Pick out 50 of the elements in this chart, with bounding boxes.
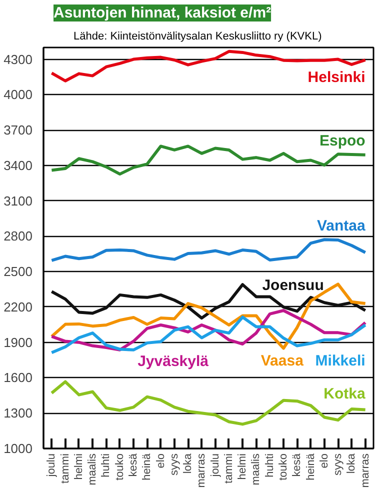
y-tick-label: 1300 bbox=[4, 406, 32, 421]
x-tick-label: loka bbox=[346, 452, 358, 474]
x-tick-label: huhti bbox=[100, 453, 112, 478]
x-tick-label: maalis bbox=[250, 453, 262, 486]
y-tick-label: 3400 bbox=[4, 158, 32, 173]
x-tick-label: joulu bbox=[46, 453, 58, 478]
x-tick-label: heinä bbox=[304, 452, 317, 480]
x-tick-label: helmi bbox=[72, 453, 85, 480]
y-tick-label: 1600 bbox=[4, 370, 32, 386]
line-series bbox=[50, 238, 367, 262]
y-tick-label: 3700 bbox=[4, 122, 32, 138]
x-tick-label: syys bbox=[168, 453, 180, 476]
series-label: Jyväskylä bbox=[138, 353, 210, 370]
y-tick-label: 1900 bbox=[4, 334, 32, 350]
y-tick-label: 2500 bbox=[4, 264, 32, 280]
x-tick-label: elo bbox=[154, 453, 167, 468]
series-label: Espoo bbox=[319, 132, 366, 150]
x-tick-label: touko bbox=[278, 453, 290, 480]
series-label: Mikkeli bbox=[315, 352, 366, 370]
series-label: Helsinki bbox=[308, 69, 366, 86]
y-tick-label: 3100 bbox=[4, 193, 32, 208]
x-tick-label: kesä bbox=[291, 452, 304, 477]
x-tick-label: touko bbox=[114, 453, 126, 480]
x-tick-label: marras bbox=[359, 453, 372, 488]
line-series bbox=[50, 380, 367, 426]
x-tick-label: heinä bbox=[141, 452, 154, 480]
y-tick-label: 1000 bbox=[4, 441, 32, 456]
y-tick-label: 2800 bbox=[4, 228, 32, 244]
series-label: Vantaa bbox=[316, 218, 366, 235]
series-label: Vaasa bbox=[260, 352, 304, 370]
line-series bbox=[50, 50, 367, 82]
x-tick-label: kesä bbox=[128, 452, 140, 477]
x-tick-label: elo bbox=[318, 453, 330, 468]
x-tick-label: tammi bbox=[59, 453, 72, 484]
x-tick-label: huhti bbox=[264, 453, 276, 478]
x-tick-label: marras bbox=[196, 453, 208, 488]
series-label: Kotka bbox=[324, 386, 366, 403]
y-tick-label: 2200 bbox=[4, 299, 32, 314]
chart-title: Asuntojen hinnat, kaksiot e/m² bbox=[54, 4, 272, 22]
chart-subtitle: Lähde: Kiinteistönvälitysalan Keskusliitto ry (KVKL) bbox=[74, 30, 322, 42]
x-tick-label: loka bbox=[182, 452, 194, 474]
x-tick-label: maalis bbox=[86, 453, 99, 486]
x-tick-label: joulu bbox=[209, 453, 222, 478]
x-tick-label: tammi bbox=[222, 453, 235, 484]
y-tick-label: 4300 bbox=[4, 52, 32, 67]
series-label: Joensuu bbox=[262, 277, 324, 294]
y-tick-label: 4000 bbox=[4, 87, 32, 102]
x-tick-label: syys bbox=[332, 453, 344, 476]
line-series bbox=[50, 316, 367, 354]
x-tick-label: helmi bbox=[236, 453, 249, 480]
